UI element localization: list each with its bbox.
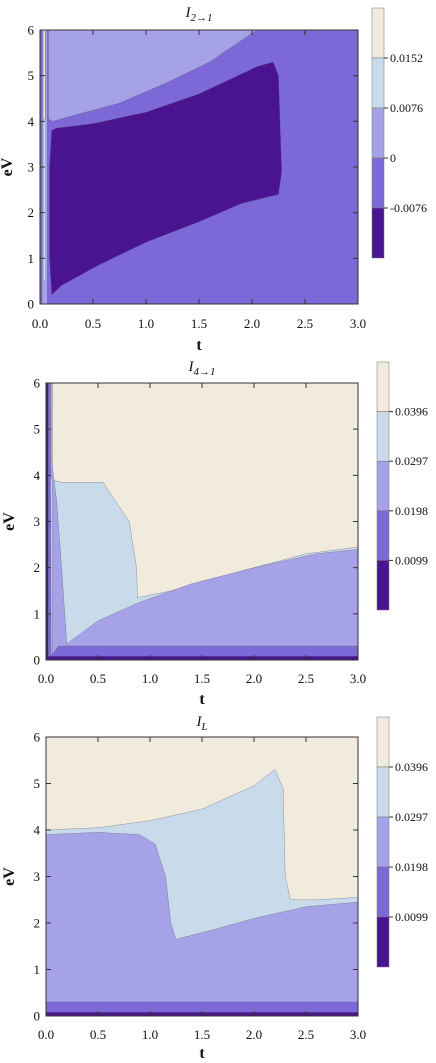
- legend-swatch-level-3: [376, 766, 390, 818]
- legend-swatch-level-0: [376, 560, 390, 611]
- x-axis-label: t: [199, 691, 205, 708]
- y-tick-label: 1: [34, 606, 41, 621]
- y-tick-label: 4: [28, 114, 35, 129]
- legend-swatch-level-1: [376, 866, 390, 918]
- legend-tick-label: 0.0198: [395, 504, 428, 518]
- chart-title: I2→1: [185, 5, 213, 24]
- contour-regions: [40, 30, 358, 304]
- contour-region-level-4: [42, 30, 46, 120]
- contour-region-level-0: [46, 383, 358, 660]
- x-tick-label: 3.0: [350, 316, 366, 331]
- legend-tick-label: 0: [390, 151, 396, 165]
- y-tick-label: 2: [34, 916, 41, 931]
- y-tick-label: 6: [34, 376, 41, 391]
- legend-bar: 0.0152 0.0076 0 -0.0076: [371, 7, 427, 259]
- contour-plot-3: 0.0 0.5 1.0 1.5 2.0 2.5 3.00123456ILteV0.03960…: [1, 714, 428, 1062]
- x-tick-label: 0.5: [90, 1027, 106, 1042]
- legend-swatch-level-2: [376, 816, 390, 868]
- legend-swatch-level-0: [371, 207, 385, 259]
- y-tick-label: 5: [34, 422, 41, 437]
- legend-tick-label: 0.0099: [395, 553, 428, 567]
- legend-tick-label: 0.0198: [395, 860, 428, 874]
- contour-region-level-2: [48, 30, 258, 122]
- legend-swatch-level-1: [371, 157, 385, 209]
- y-tick-label: 4: [34, 823, 41, 838]
- y-tick-label: 2: [28, 205, 35, 220]
- legend-tick-label: 0.0076: [390, 101, 423, 115]
- x-tick-label: 2.5: [298, 671, 314, 686]
- contour-regions: [46, 383, 358, 660]
- legend-swatch-level-2: [376, 460, 390, 512]
- x-tick-label: 0.0: [38, 1027, 54, 1042]
- x-tick-label: 3.0: [350, 671, 366, 686]
- x-tick-label: 0.5: [90, 671, 106, 686]
- legend-swatch-level-4: [376, 716, 390, 768]
- y-tick-label: 3: [34, 869, 41, 884]
- x-tick-label: 2.5: [298, 1027, 314, 1042]
- contour-regions: [46, 737, 358, 1016]
- x-tick-label: 1.5: [191, 316, 207, 331]
- legend-tick-label: 0.0099: [395, 910, 428, 924]
- legend-tick-label: 0.0297: [395, 810, 428, 824]
- legend-swatch-level-0: [376, 916, 390, 968]
- y-tick-label: 0: [28, 297, 35, 312]
- x-axis-label: t: [196, 337, 202, 354]
- x-tick-label: 1.0: [138, 316, 154, 331]
- contour-region-level-2: [46, 832, 358, 1016]
- y-tick-label: 0: [34, 1009, 41, 1024]
- legend-swatch-level-2: [371, 107, 385, 159]
- legend-tick-label: 0.0152: [390, 51, 423, 65]
- y-axis-label: eV: [1, 867, 18, 886]
- chart-title: IL: [195, 714, 207, 733]
- contour-plot-2: 0.0 0.5 1.0 1.5 2.0 2.5 3.0 0 1 2 3 4 5 6 I4→1 t eV 0.039…: [1, 359, 428, 708]
- legend-tick-label: 0.0396: [395, 405, 428, 419]
- legend-bar: 0.0396 0.0297 0.0198 0.0099: [376, 361, 428, 611]
- legend-bar: 0.0396 0.0297 0.0198 0.0099: [376, 716, 428, 968]
- x-tick-label: 2.5: [297, 316, 313, 331]
- x-tick-label: 1.0: [142, 671, 158, 686]
- legend-swatch-level-3: [371, 57, 385, 109]
- y-tick-label: 3: [28, 160, 35, 175]
- y-tick-label: 5: [28, 68, 35, 83]
- y-axis-label: eV: [1, 512, 18, 531]
- y-tick-label: 5: [34, 776, 41, 791]
- x-tick-label: 0.0: [32, 316, 48, 331]
- y-axis-label: eV: [0, 157, 16, 176]
- x-tick-label: 1.0: [142, 1027, 158, 1042]
- x-tick-label: 1.5: [194, 1027, 210, 1042]
- x-tick-label: 2.0: [244, 316, 260, 331]
- x-tick-label: 2.0: [246, 671, 262, 686]
- y-tick-label: 6: [28, 23, 35, 38]
- legend-swatch-level-4: [371, 7, 385, 59]
- y-tick-label: 4: [34, 468, 41, 483]
- legend-swatch-level-3: [376, 411, 390, 462]
- x-tick-label: 2.0: [246, 1027, 262, 1042]
- legend-swatch-level-1: [376, 510, 390, 561]
- x-tick-label: 0.0: [38, 671, 54, 686]
- x-axis-label: t: [199, 1045, 205, 1062]
- x-tick-label: 0.5: [85, 316, 101, 331]
- legend-swatch-level-4: [376, 361, 390, 412]
- chart-title: I4→1: [188, 359, 216, 378]
- legend-tick-label: 0.0297: [395, 454, 428, 468]
- legend-tick-label: 0.0396: [395, 760, 428, 774]
- legend-tick-label: -0.0076: [390, 201, 427, 215]
- y-tick-label: 2: [34, 560, 41, 575]
- y-tick-label: 1: [28, 251, 35, 266]
- contour-region-level-2: [49, 383, 358, 659]
- contour-region-level-0: [49, 61, 282, 296]
- y-tick-label: 6: [34, 730, 41, 745]
- contour-plot-1: 0.0 0.5 1.0 1.5 2.0 2.5 3.0 0 1 2 3 4 5 6 I2→1 t eV 0.015…: [0, 5, 427, 354]
- y-tick-label: 0: [34, 653, 41, 668]
- y-tick-label: 3: [34, 514, 41, 529]
- x-tick-label: 3.0: [350, 1027, 366, 1042]
- x-tick-label: 1.5: [194, 671, 210, 686]
- y-tick-label: 1: [34, 962, 41, 977]
